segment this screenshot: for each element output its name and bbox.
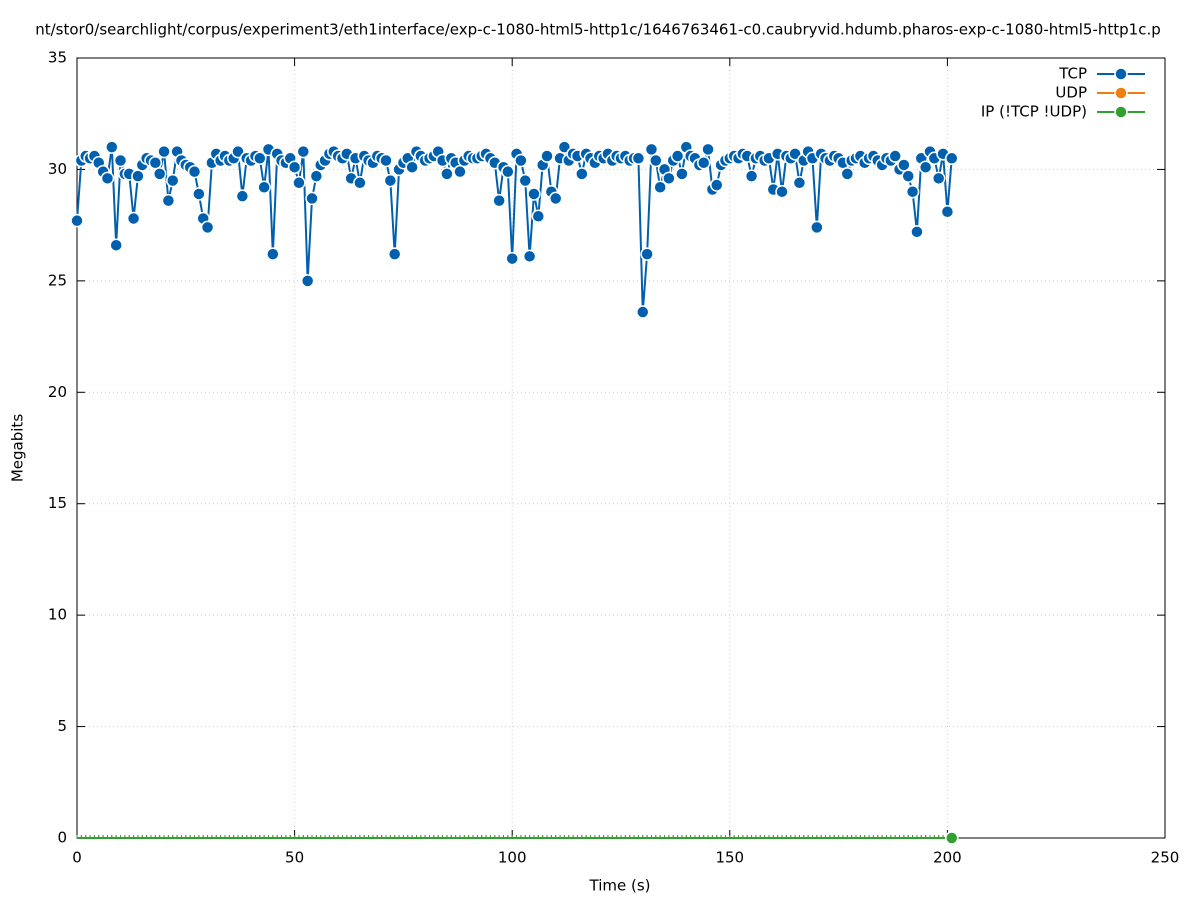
data-point (300, 274, 315, 288)
data-point (636, 305, 650, 319)
data-point (940, 205, 955, 219)
data-point (200, 220, 215, 235)
data-point (309, 169, 324, 183)
data-point (910, 225, 924, 239)
data-point (945, 831, 959, 845)
legend-marker (1114, 105, 1128, 119)
data-point (70, 213, 84, 228)
y-tick-label: 30 (48, 160, 67, 178)
data-point (709, 178, 724, 192)
data-point (440, 167, 454, 181)
data-point (100, 171, 115, 186)
y-tick-label: 15 (48, 494, 67, 512)
data-point (518, 173, 533, 188)
legend-label: TCP (1058, 65, 1087, 83)
data-point (557, 140, 572, 154)
y-tick-label: 25 (48, 271, 67, 289)
data-point (696, 155, 711, 170)
y-tick-label: 10 (48, 606, 67, 624)
x-tick-label: 150 (715, 849, 744, 867)
data-point (505, 251, 519, 266)
data-point (157, 144, 171, 159)
data-point (405, 160, 419, 174)
data-point (383, 173, 398, 188)
data-point (305, 191, 319, 206)
y-tick-label: 35 (48, 49, 67, 67)
x-tick-label: 50 (285, 849, 304, 867)
data-point (126, 211, 141, 226)
data-point (649, 153, 663, 168)
data-point (531, 209, 546, 223)
data-point (235, 189, 250, 203)
data-point (148, 155, 163, 170)
data-point (744, 169, 759, 183)
data-point (514, 153, 528, 168)
data-point (548, 191, 563, 206)
data-point (379, 153, 393, 168)
data-point (296, 144, 311, 159)
data-point (527, 187, 541, 201)
data-point (387, 247, 402, 261)
data-point (492, 193, 506, 208)
data-point (644, 142, 659, 157)
data-point (945, 151, 959, 166)
data-point (788, 147, 802, 161)
data-point (631, 151, 646, 166)
x-tick-label: 250 (1151, 849, 1180, 867)
data-point (522, 249, 537, 264)
data-point (192, 187, 206, 201)
data-point (810, 220, 824, 235)
x-tick-label: 100 (498, 849, 527, 867)
y-tick-label: 0 (57, 829, 67, 847)
x-tick-label: 0 (72, 849, 82, 867)
data-point (670, 149, 685, 163)
data-point (161, 193, 176, 208)
data-point (165, 173, 180, 188)
data-point (675, 167, 689, 181)
data-point (575, 167, 589, 181)
data-point (266, 247, 280, 261)
data-point (231, 144, 245, 159)
legend-marker (1114, 67, 1128, 81)
chart-title: nt/stor0/searchlight/corpus/experiment3/… (35, 21, 1161, 39)
data-point (501, 164, 515, 179)
x-tick-label: 200 (933, 849, 962, 867)
data-point (701, 142, 715, 157)
data-point (897, 158, 911, 172)
data-point (888, 149, 902, 163)
data-point (253, 151, 267, 166)
legend-marker (1114, 86, 1128, 100)
x-axis-label: Time (s) (589, 877, 651, 895)
data-point (152, 167, 167, 181)
data-point (775, 184, 789, 199)
data-point (653, 180, 667, 195)
data-point (918, 160, 933, 174)
data-point (662, 171, 676, 186)
data-point (792, 176, 807, 190)
data-point (901, 169, 915, 183)
data-point (131, 169, 145, 183)
data-point (453, 164, 467, 179)
data-point (105, 140, 119, 154)
data-point (292, 176, 306, 190)
data-point (109, 238, 123, 252)
data-point (353, 176, 367, 190)
data-point (540, 149, 554, 163)
data-point (931, 171, 946, 186)
data-point (840, 167, 855, 181)
legend-label: IP (!TCP !UDP) (981, 103, 1087, 121)
data-point (187, 164, 202, 179)
data-point (257, 180, 271, 195)
data-point (287, 160, 302, 174)
data-point (905, 184, 920, 199)
y-tick-label: 20 (48, 383, 67, 401)
data-point (640, 247, 654, 261)
data-point (113, 153, 128, 168)
y-tick-label: 5 (57, 717, 67, 735)
y-axis-label: Megabits (9, 414, 27, 482)
legend-label: UDP (1055, 84, 1087, 102)
